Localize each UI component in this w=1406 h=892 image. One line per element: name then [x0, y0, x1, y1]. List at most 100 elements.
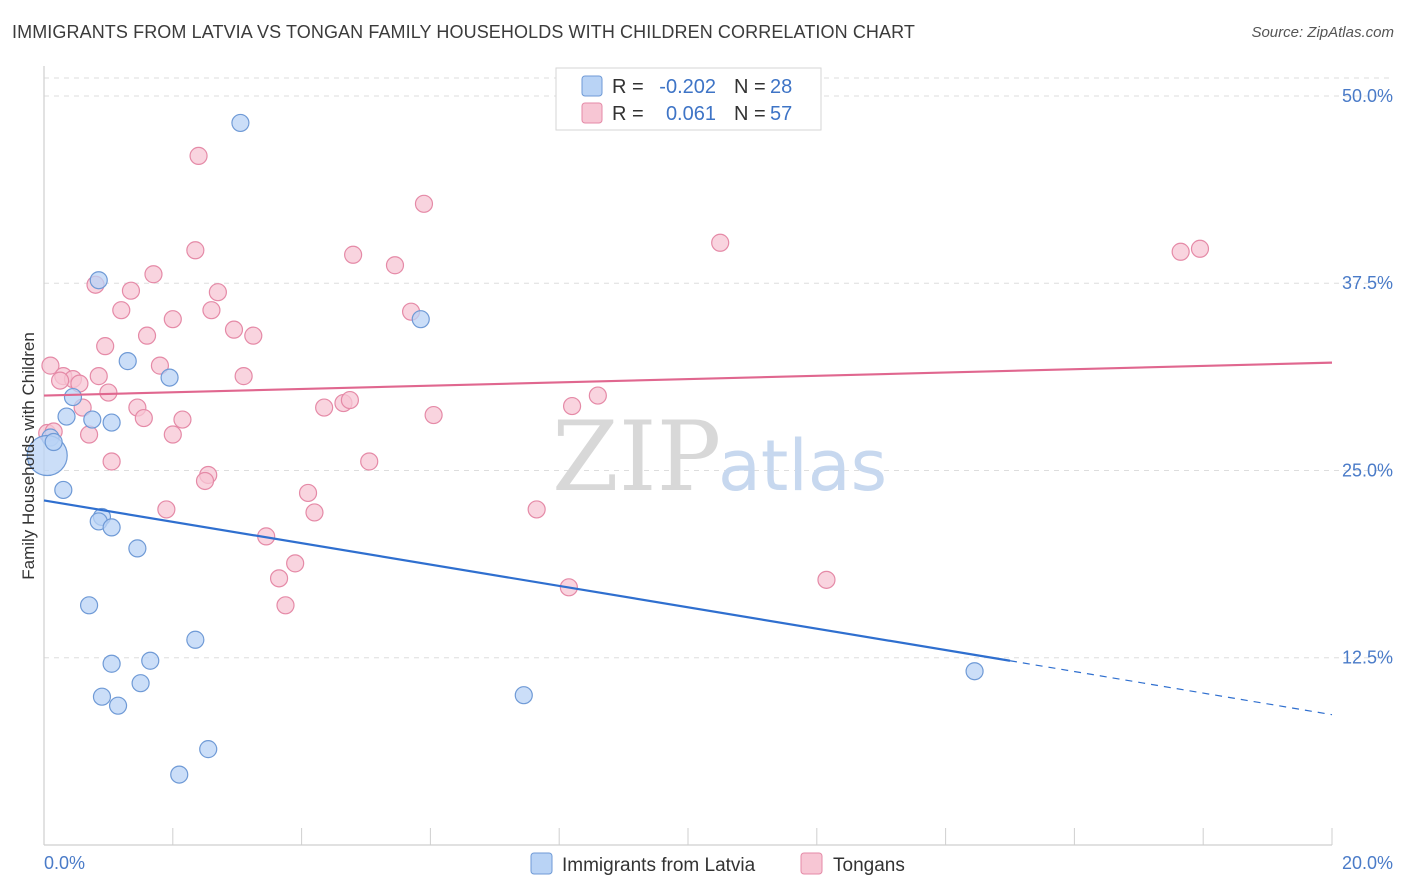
- tongan-point: [50, 371, 70, 390]
- tongan-point: [102, 452, 121, 471]
- tongan-point: [414, 194, 434, 213]
- latvia-point: [54, 480, 73, 500]
- tongan-point: [1171, 242, 1190, 261]
- y-tick-label: 50.0%: [1342, 86, 1393, 106]
- tongan-point: [99, 383, 118, 402]
- tongan-point: [527, 500, 546, 519]
- legend-r-value-latvia: -0.202: [659, 76, 716, 98]
- tongan-point: [340, 390, 359, 410]
- latvia-point: [102, 518, 121, 537]
- tongan-point: [305, 503, 324, 522]
- tongan-point: [817, 570, 836, 589]
- latvia-point: [231, 113, 250, 133]
- latvia-point: [102, 654, 121, 673]
- stats-legend: R = -0.202 N = 28 R = 0.061 N = 57: [555, 67, 822, 131]
- watermark-atlas: atlas: [718, 425, 887, 507]
- tongan-point: [121, 281, 141, 300]
- y-tick-label: 25.0%: [1342, 460, 1393, 480]
- tongan-point: [224, 320, 244, 339]
- latvia-point: [965, 662, 984, 681]
- tongan-series-swatch: [800, 852, 823, 875]
- tongan-point: [1190, 239, 1210, 258]
- latvia-point: [102, 413, 121, 432]
- tongan-point: [344, 245, 363, 264]
- latvia-point: [79, 596, 99, 615]
- tongan-point: [711, 233, 730, 252]
- legend-n-value-latvia: 28: [770, 76, 792, 98]
- watermark-zip: ZIP: [552, 401, 721, 513]
- chart-source: Source: ZipAtlas.com: [1251, 24, 1394, 41]
- latvia-point: [108, 696, 128, 715]
- tongan-trend-line: [43, 361, 1333, 397]
- tongan-point: [163, 310, 182, 329]
- tongan-point: [360, 452, 379, 471]
- latvia-series-swatch: [530, 852, 553, 875]
- tongan-point: [385, 256, 405, 275]
- latvia-point: [83, 410, 102, 429]
- latvia-series-label: Immigrants from Latvia: [562, 855, 756, 876]
- y-axis-label: Family Households with Children: [19, 332, 38, 580]
- tongan-point: [244, 326, 263, 345]
- trend-lines: [43, 361, 1333, 716]
- tongan-point: [202, 301, 221, 320]
- legend-r-value-tongan: 0.061: [666, 103, 716, 125]
- tongan-point: [96, 337, 115, 356]
- tongan-point: [79, 425, 99, 444]
- tongan-point: [424, 405, 443, 425]
- tongan-point: [588, 386, 607, 405]
- latvia-point: [411, 310, 430, 329]
- x-tick-label-min: 0.0%: [44, 853, 85, 873]
- latvia-point: [186, 630, 205, 649]
- latvia-point: [131, 674, 150, 693]
- legend-n-label-latvia: N =: [734, 76, 766, 98]
- tongan-point: [234, 367, 253, 386]
- tongan-legend-swatch: [581, 102, 603, 124]
- tongan-point: [298, 483, 318, 503]
- latvia-point: [199, 740, 218, 759]
- latvia-point: [160, 368, 179, 387]
- tongan-points: [38, 146, 1210, 615]
- tongan-point: [208, 283, 227, 302]
- latvia-trend-line: [43, 499, 1011, 662]
- latvia-point: [89, 271, 108, 290]
- tongan-point: [276, 596, 295, 615]
- tongan-point: [562, 396, 582, 416]
- series-legend: Immigrants from Latvia Tongans: [530, 852, 905, 876]
- x-tick-label-max: 20.0%: [1342, 853, 1393, 873]
- tongan-point: [150, 356, 170, 375]
- y-tick-labels: 12.5% 25.0% 37.5% 50.0%: [1342, 86, 1393, 668]
- tongan-point: [112, 301, 131, 320]
- tongan-point: [89, 367, 108, 386]
- latvia-point: [170, 765, 189, 784]
- tongan-point: [315, 398, 334, 417]
- tongan-point: [163, 425, 182, 444]
- tongan-point: [134, 408, 153, 428]
- tongan-point: [269, 569, 289, 588]
- tongan-point: [137, 326, 157, 345]
- legend-r-label-tongan: R =: [612, 103, 644, 125]
- latvia-point: [57, 407, 76, 426]
- chart-title: IMMIGRANTS FROM LATVIA VS TONGAN FAMILY …: [12, 22, 915, 42]
- tongan-point: [286, 554, 305, 573]
- latvia-trend-extension: [1009, 660, 1333, 716]
- latvia-points: [26, 113, 984, 784]
- y-tick-label: 37.5%: [1342, 273, 1393, 293]
- latvia-point: [63, 387, 83, 407]
- latvia-point: [128, 539, 147, 558]
- y-tick-label: 12.5%: [1342, 648, 1393, 668]
- tongan-point: [189, 146, 208, 165]
- latvia-point: [141, 651, 160, 670]
- tongan-point: [144, 265, 163, 284]
- legend-n-label-tongan: N =: [734, 103, 766, 125]
- legend-r-label-latvia: R =: [612, 76, 644, 98]
- latvia-legend-swatch: [581, 75, 603, 97]
- legend-n-value-tongan: 57: [770, 103, 792, 125]
- tongan-series-label: Tongans: [833, 855, 905, 876]
- latvia-point: [514, 686, 533, 705]
- tongan-point: [157, 500, 176, 519]
- latvia-point: [92, 687, 112, 706]
- latvia-point: [118, 352, 137, 371]
- tongan-point: [186, 241, 205, 260]
- tongan-point: [41, 356, 60, 375]
